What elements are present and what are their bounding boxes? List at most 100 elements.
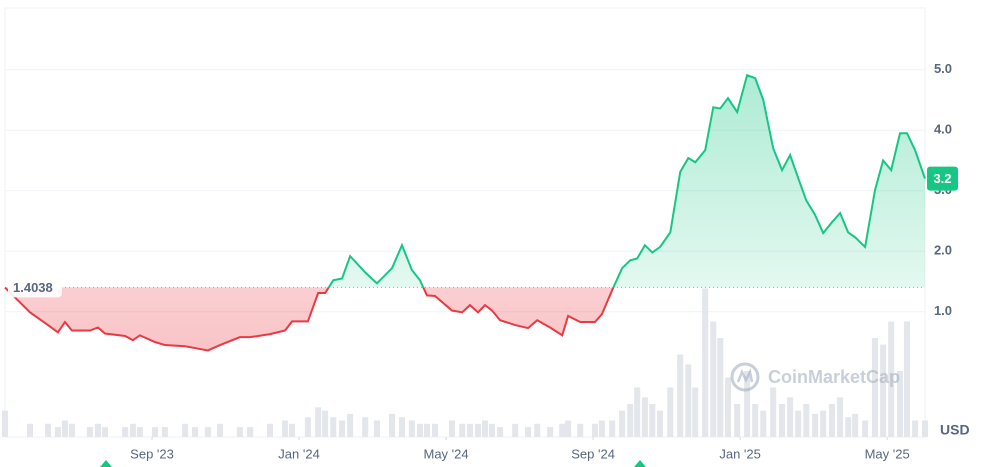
volume-bar <box>619 410 626 437</box>
y-tick-label: 2.0 <box>934 243 952 258</box>
volume-bar <box>322 410 329 437</box>
volume-bar <box>373 420 380 437</box>
volume-bar <box>448 420 455 437</box>
volume-bar <box>812 413 819 437</box>
volume-bar <box>820 410 827 437</box>
y-tick-label: 1.0 <box>934 303 952 318</box>
volume-bar <box>26 423 33 437</box>
price-line-down <box>4 287 615 352</box>
volume-bar <box>577 423 584 437</box>
volume-bar <box>656 410 663 437</box>
volume-bar <box>68 423 75 437</box>
volume-bar <box>534 423 541 437</box>
x-tick-label: May '25 <box>865 446 910 461</box>
volume-bar <box>192 427 199 437</box>
volume-bar <box>416 423 423 437</box>
volume-bar <box>888 321 895 437</box>
volume-bar <box>482 420 489 437</box>
volume-bar <box>717 338 724 437</box>
volume-bar <box>122 427 129 437</box>
volume-bar <box>692 387 699 437</box>
volume-bar <box>634 387 641 437</box>
volume-bar <box>236 427 243 437</box>
volume-bar <box>609 420 616 437</box>
volume-bar <box>897 371 904 437</box>
volume-bar <box>685 364 692 437</box>
volume-bar <box>872 338 879 437</box>
volume-bar <box>204 427 211 437</box>
volume-bar <box>54 427 61 437</box>
volume-bar <box>497 427 504 437</box>
volume-bar <box>760 410 767 437</box>
baseline-label-bg <box>8 277 62 298</box>
volume-bar <box>94 423 101 437</box>
volume-bar <box>547 427 554 437</box>
volume-bar <box>247 427 254 437</box>
volume-bar <box>724 377 731 437</box>
x-tick-label: Jan '24 <box>278 446 320 461</box>
volume-bar <box>795 410 802 437</box>
volume-bar <box>752 404 759 437</box>
volume-bar <box>903 321 910 437</box>
area-up <box>328 75 925 288</box>
y-tick-label: 5.0 <box>934 61 952 76</box>
volume-bar <box>837 397 844 437</box>
volume-bar <box>641 397 648 437</box>
volume-bar <box>2 410 8 437</box>
volume-bar <box>347 413 354 437</box>
volume-bar <box>845 417 852 437</box>
y-tick-label: 4.0 <box>934 122 952 137</box>
volume-bar <box>627 404 634 437</box>
area-down <box>5 287 925 351</box>
x-tick-label: May '24 <box>424 446 469 461</box>
volume-bar <box>389 413 396 437</box>
volume-bar <box>489 423 496 437</box>
volume-bar <box>591 423 598 437</box>
volume-bar <box>466 423 473 437</box>
y-unit: USD <box>940 422 970 438</box>
volume-bar <box>852 413 859 437</box>
volume-bar <box>803 404 810 437</box>
x-tick-label: Sep '24 <box>571 446 615 461</box>
watermark-text: CoinMarketCap <box>768 367 900 387</box>
volume-bar <box>315 407 322 437</box>
volume-bar <box>710 321 717 437</box>
volume-bar <box>565 420 572 437</box>
volume-bar <box>667 387 674 437</box>
volume-bar <box>779 404 786 437</box>
volume-bar <box>45 423 52 437</box>
volume-bar <box>862 420 869 437</box>
volume-bar <box>217 423 224 437</box>
volume-bar <box>734 404 741 437</box>
volume-bar <box>922 420 928 437</box>
price-tag-label: 3.2 <box>933 171 951 186</box>
volume-bar <box>304 417 311 437</box>
volume-bar <box>512 423 519 437</box>
volume-bar <box>267 423 274 437</box>
price-line-up <box>5 73 926 288</box>
volume-bar <box>702 288 709 437</box>
volume-bar <box>598 420 605 437</box>
volume-bar <box>362 417 369 437</box>
volume-bar <box>787 397 794 437</box>
volume-bar <box>161 427 168 437</box>
volume-bar <box>86 427 93 437</box>
volume-bar <box>339 420 346 437</box>
volume-bar <box>101 427 108 437</box>
baseline-label: 1.4038 <box>13 280 53 295</box>
volume-bar <box>770 387 777 437</box>
x-tick-label: Jan '25 <box>719 446 761 461</box>
volume-bar <box>432 423 439 437</box>
volume-bar <box>282 420 289 437</box>
volume-bar <box>649 404 656 437</box>
volume-bar <box>459 423 466 437</box>
x-tick-label: Sep '23 <box>130 446 174 461</box>
volume-bar <box>61 420 68 437</box>
volume-bar <box>330 417 337 437</box>
volume-bar <box>525 427 532 437</box>
volume-bar <box>398 417 405 437</box>
volume-bar <box>559 423 566 437</box>
event-marker <box>100 460 112 467</box>
